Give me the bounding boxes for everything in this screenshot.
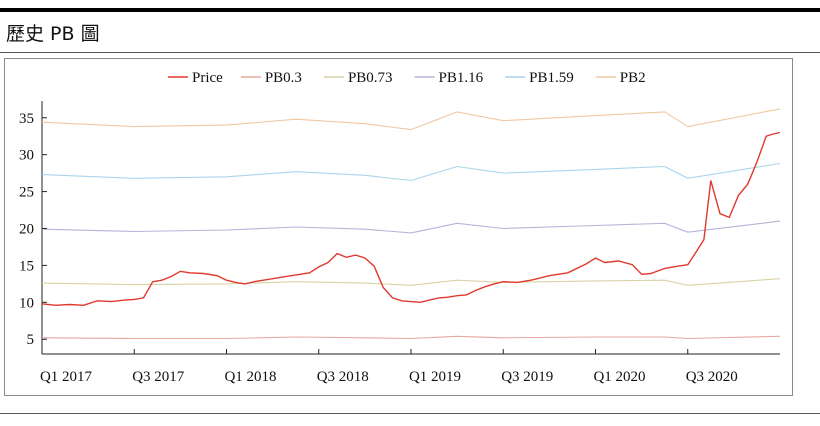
legend-label-price: Price <box>192 70 223 86</box>
legend-label-pb2: PB2 <box>620 70 646 86</box>
y-tick-label: 15 <box>19 258 34 274</box>
x-tick-label: Q3 2020 <box>686 369 738 385</box>
x-tick-label: Q1 2020 <box>593 369 645 385</box>
y-tick-label: 10 <box>19 295 34 311</box>
series-line-pb0-73 <box>41 278 781 286</box>
chart-legend: Price PB0.3 PB0.73 PB1.16 PB1.59 PB2 <box>168 70 646 86</box>
series-line-pb2 <box>41 108 781 131</box>
series-line-pb0-3 <box>41 335 781 340</box>
legend-label-pb1-59: PB1.59 <box>529 70 574 86</box>
series-line-price <box>41 131 781 307</box>
x-tick-label: Q3 2018 <box>317 369 369 385</box>
x-tick-label: Q1 2019 <box>409 369 461 385</box>
page-title: 歷史 PB 圖 <box>6 23 100 45</box>
y-tick-label: 25 <box>19 185 34 201</box>
x-tick-label: Q1 2017 <box>40 369 93 385</box>
y-tick-label: 35 <box>19 111 34 127</box>
bottom-divider <box>0 413 820 414</box>
legend-label-pb1-16: PB1.16 <box>439 70 484 86</box>
legend-label-pb0-73: PB0.73 <box>348 70 393 86</box>
series-line-pb1-16 <box>41 220 781 234</box>
y-tick-label: 20 <box>19 222 34 238</box>
y-tick-label: 30 <box>19 148 34 164</box>
x-tick-label: Q3 2019 <box>501 369 553 385</box>
top-rule <box>0 8 820 12</box>
chart-axes <box>41 101 780 355</box>
x-tick-label: Q1 2018 <box>224 369 276 385</box>
x-tick-label: Q3 2017 <box>132 369 185 385</box>
chart-frame <box>4 58 793 396</box>
series-line-pb1-59 <box>41 162 781 182</box>
legend-label-pb0-3: PB0.3 <box>265 70 302 86</box>
title-divider <box>0 52 820 53</box>
chart-ticks: 5 10 15 20 25 30 35 Q1 2017 Q3 2017 Q1 2018 Q3 201… <box>19 111 738 385</box>
chart-series <box>41 108 781 340</box>
y-tick-label: 5 <box>27 332 35 348</box>
